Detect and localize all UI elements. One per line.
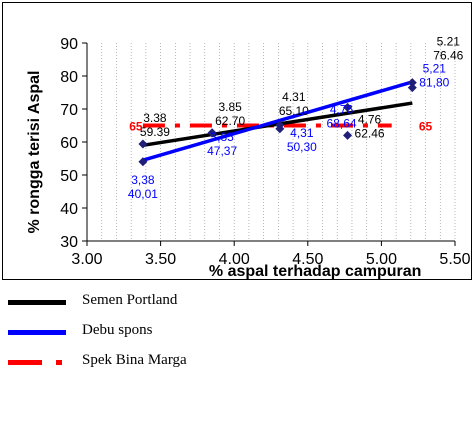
data-label-semen-portland: 59.39 bbox=[140, 125, 170, 139]
data-label-semen-portland: 5.21 bbox=[437, 35, 461, 49]
legend-label: Semen Portland bbox=[82, 292, 178, 308]
chart-frame: 30 40 50 60 70 80 90 3.00 3.50 4.00 4.50 5.00 5.50 % … bbox=[2, 2, 472, 280]
y-tick-label: 60 bbox=[60, 135, 78, 152]
data-label-semen-portland: 62.46 bbox=[355, 126, 385, 140]
data-label-semen-portland: 4.31 bbox=[282, 90, 306, 104]
legend-item-spek-bina-marga: Spek Bina Marga bbox=[0, 349, 476, 375]
legend-swatch-red-dashed bbox=[8, 360, 66, 365]
x-tick-label: 4.50 bbox=[292, 251, 323, 268]
data-point-semen-portland bbox=[407, 83, 417, 93]
y-tick-label: 90 bbox=[60, 36, 78, 53]
data-label-debu-spons: 3,85 bbox=[210, 130, 234, 144]
data-label-debu-spons: 3,38 bbox=[131, 173, 155, 187]
data-point-debu-spons bbox=[138, 157, 148, 167]
data-label-debu-spons: 5,21 bbox=[423, 62, 447, 76]
data-label-semen-portland: 65.10 bbox=[279, 104, 309, 118]
data-label-semen-portland: 3.38 bbox=[143, 111, 167, 125]
data-label-semen-portland: 76.46 bbox=[433, 49, 463, 63]
chart-svg: 30 40 50 60 70 80 90 3.00 3.50 4.00 4.50 5.00 5.50 % … bbox=[26, 35, 471, 279]
data-label-debu-spons: 40,01 bbox=[128, 187, 158, 201]
data-point-debu-spons bbox=[275, 124, 285, 134]
data-label-semen-portland: 62.70 bbox=[215, 114, 245, 128]
x-tick-label: 3.00 bbox=[71, 251, 102, 268]
trend-line-debu-spons bbox=[142, 80, 413, 162]
data-label-spec: 65 bbox=[419, 120, 433, 134]
data-label-spec: 65 bbox=[129, 120, 143, 134]
legend-item-semen-portland: Semen Portland bbox=[0, 289, 476, 315]
x-tick-label: 5.50 bbox=[439, 251, 470, 268]
data-label-debu-spons: 4,76 bbox=[330, 102, 354, 116]
legend-swatch-blue bbox=[8, 330, 66, 335]
legend-dash bbox=[56, 360, 62, 365]
legend-label: Spek Bina Marga bbox=[82, 352, 187, 368]
data-point-debu-spons bbox=[207, 128, 217, 138]
data-label-debu-spons: 47,37 bbox=[207, 144, 237, 158]
legend-swatch-black bbox=[8, 300, 66, 305]
y-tick-label: 50 bbox=[60, 168, 78, 185]
y-tick-label: 80 bbox=[60, 69, 78, 86]
data-label-debu-spons: 68,64 bbox=[327, 116, 357, 130]
y-tick-label: 40 bbox=[60, 201, 78, 218]
x-tick-label: 3.50 bbox=[145, 251, 176, 268]
data-label-debu-spons: 81,80 bbox=[419, 76, 449, 90]
data-label-semen-portland: 3.85 bbox=[218, 100, 242, 114]
data-point-debu-spons bbox=[343, 102, 353, 112]
data-label-debu-spons: 50,30 bbox=[287, 140, 317, 154]
legend-label: Debu spons bbox=[82, 322, 153, 338]
y-tick-label: 30 bbox=[60, 234, 78, 251]
legend-item-debu-spons: Debu spons bbox=[0, 319, 476, 345]
y-tick-label: 70 bbox=[60, 102, 78, 119]
data-label-debu-spons: 4,31 bbox=[290, 126, 314, 140]
data-point-debu-spons bbox=[407, 78, 417, 88]
x-tick-label: 4.00 bbox=[219, 251, 250, 268]
y-axis-label: % rongga terisi Aspal bbox=[26, 71, 43, 234]
data-label-semen-portland: 4.76 bbox=[358, 112, 382, 126]
data-point-semen-portland bbox=[343, 130, 353, 140]
x-tick-label: 5.00 bbox=[366, 251, 397, 268]
x-axis-label: % aspal terhadap campuran bbox=[209, 263, 422, 279]
data-point-semen-portland bbox=[138, 139, 148, 149]
legend: Semen Portland Debu spons Spek Bina Marg… bbox=[0, 285, 476, 423]
legend-dash bbox=[8, 360, 42, 365]
